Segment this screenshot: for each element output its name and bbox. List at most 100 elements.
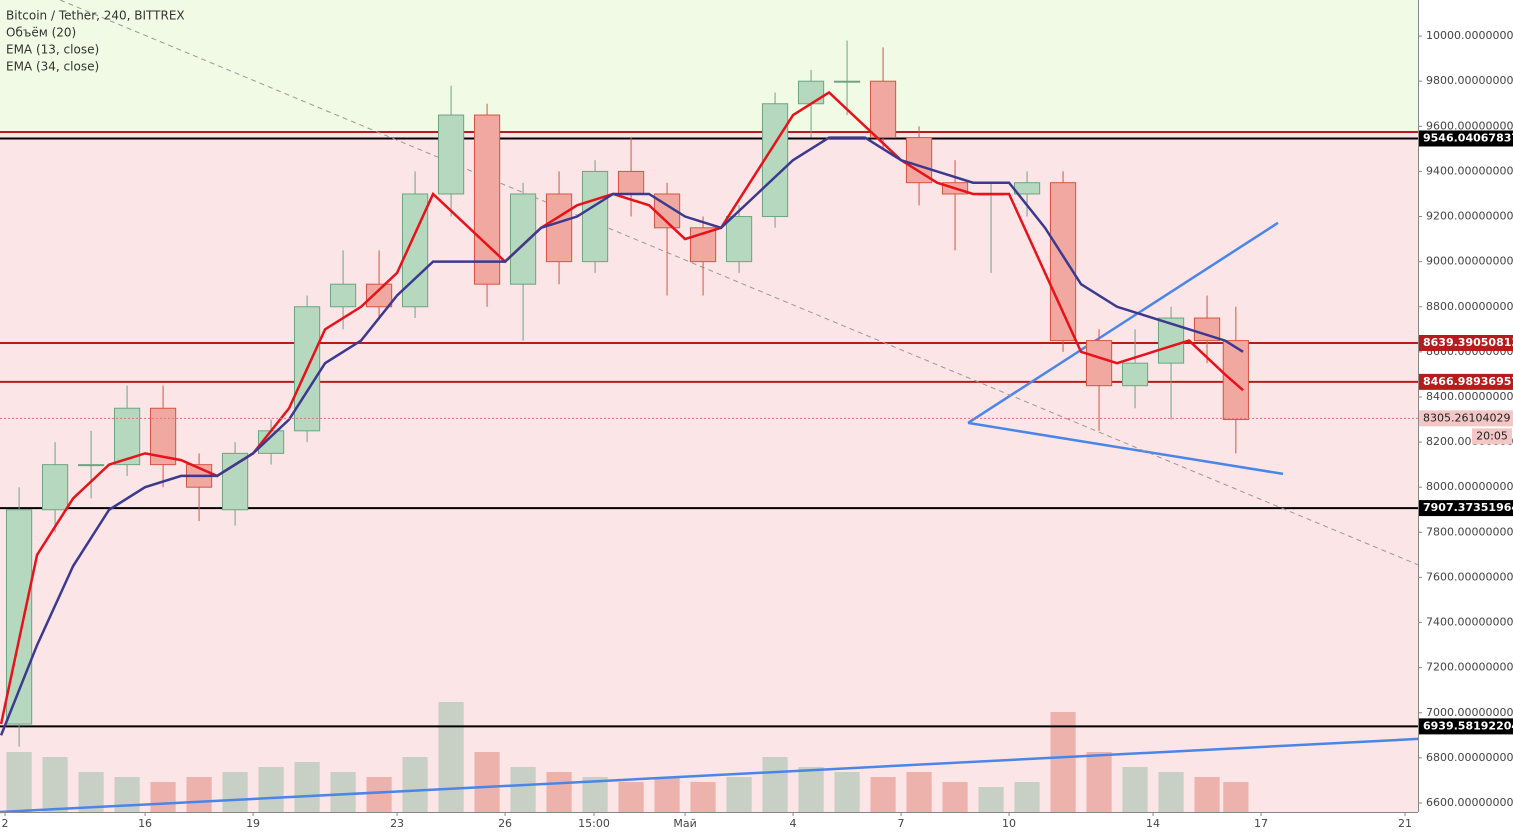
y-tick-label: 7200.00000000 <box>1426 661 1513 674</box>
y-tick-label: 6800.00000000 <box>1426 751 1513 764</box>
volume-bar <box>726 777 752 812</box>
last-price-box <box>1419 410 1513 427</box>
volume-bar <box>330 772 356 812</box>
volume-bar <box>690 782 716 812</box>
volume-bar <box>222 772 248 812</box>
trendline <box>967 221 1279 424</box>
y-tick-label: 8400.00000000 <box>1426 390 1513 403</box>
volume-bar <box>402 757 428 812</box>
volume-bar <box>762 757 788 812</box>
candle-body <box>509 193 537 285</box>
candle-body <box>1193 317 1221 342</box>
volume-bar <box>294 762 320 812</box>
level-label-box <box>1419 334 1513 351</box>
last-price-label: 8305.26104029 <box>1423 411 1510 424</box>
x-tick-label: 19 <box>246 817 260 830</box>
candle-body <box>1085 340 1113 387</box>
candle-body <box>221 452 249 511</box>
y-tick-label: 7800.00000000 <box>1426 525 1513 538</box>
volume-bar <box>906 772 932 812</box>
y-tick-label: 9200.00000000 <box>1426 210 1513 223</box>
candle-body <box>581 170 609 263</box>
candle-body <box>1222 340 1249 421</box>
y-tick-label: 9400.00000000 <box>1426 164 1513 177</box>
candle-body <box>437 114 465 195</box>
volume-bar <box>474 752 500 812</box>
volume-bar <box>798 767 824 812</box>
countdown-box <box>1472 428 1512 445</box>
x-tick-label: 14 <box>1146 817 1160 830</box>
candle-body <box>869 80 897 139</box>
volume-bar <box>258 767 284 812</box>
volume-bar <box>510 767 536 812</box>
volume-bar <box>546 772 572 812</box>
ema-line <box>0 90 1244 725</box>
candle-body <box>1049 182 1077 342</box>
candle-body <box>77 464 105 467</box>
volume-bar <box>186 777 212 812</box>
y-tick-label: 9000.00000000 <box>1426 255 1513 268</box>
level-label: 9546.04067837 <box>1423 131 1513 144</box>
zone-above <box>0 0 1418 132</box>
volume-bar <box>618 782 644 812</box>
candle-body <box>617 170 645 195</box>
x-tick-label: Май <box>673 817 696 830</box>
volume-bar <box>6 752 32 812</box>
volume-bar <box>78 772 104 812</box>
volume-bar <box>1014 782 1040 812</box>
volume-bar <box>1050 712 1076 812</box>
level-label: 8466.98936957 <box>1423 375 1513 388</box>
x-tick-label: 7 <box>898 817 905 830</box>
indicator-label: Объём (20) <box>6 26 76 40</box>
x-tick-label: 21 <box>1398 817 1412 830</box>
level-label-box <box>1419 373 1513 390</box>
level-label: 8639.39050813 <box>1423 336 1513 349</box>
level-label: 6939.58192204 <box>1423 719 1513 732</box>
candle-body <box>761 103 789 218</box>
plot-area <box>0 0 1419 814</box>
x-tick-label: 16 <box>138 817 152 830</box>
volume-bar <box>1122 767 1148 812</box>
candle-body <box>473 114 501 285</box>
candle-body <box>365 283 393 308</box>
trendline <box>0 737 1419 814</box>
x-tick-label: 4 <box>790 817 797 830</box>
level-label-box <box>1419 500 1513 517</box>
candle-body <box>1121 362 1149 387</box>
x-tick-label: 10 <box>1002 817 1016 830</box>
candle-body <box>905 137 933 184</box>
volume-bar <box>1223 782 1249 812</box>
candle-body <box>545 193 573 263</box>
y-tick-label: 8800.00000000 <box>1426 300 1513 313</box>
level-label-box <box>1419 718 1513 735</box>
volume-bar <box>438 702 464 812</box>
level-label-box <box>1419 130 1513 147</box>
countdown-label: 20:05 <box>1476 429 1508 442</box>
volume-bar <box>978 787 1004 812</box>
trendline <box>59 0 1419 566</box>
y-tick-label: 9600.00000000 <box>1426 119 1513 132</box>
chart-title: Bitcoin / Tether, 240, BITTREX <box>6 9 185 23</box>
volume-bar <box>42 757 68 812</box>
y-tick-label: 7600.00000000 <box>1426 570 1513 583</box>
volume-bar <box>870 777 896 812</box>
y-tick-label: 9800.00000000 <box>1426 74 1513 87</box>
candle-body <box>725 216 753 263</box>
level-label: 7907.37351964 <box>1423 501 1513 514</box>
indicator-label: EMA (13, close) <box>6 43 99 57</box>
x-tick-label: 26 <box>498 817 512 830</box>
x-tick-label: 15:00 <box>578 817 610 830</box>
x-tick-label: 17 <box>1254 817 1268 830</box>
candle-body <box>329 283 357 308</box>
volume-bar <box>654 777 680 812</box>
volume-bar <box>942 782 968 812</box>
candle-body <box>797 80 825 105</box>
y-tick-label: 10000.00000000 <box>1426 29 1513 42</box>
volume-bar <box>150 782 176 812</box>
candle-body <box>41 464 69 511</box>
x-tick-label: 23 <box>390 817 404 830</box>
volume-bar <box>366 777 392 812</box>
volume-bar <box>1086 752 1112 812</box>
y-tick-label: 7000.00000000 <box>1426 706 1513 719</box>
